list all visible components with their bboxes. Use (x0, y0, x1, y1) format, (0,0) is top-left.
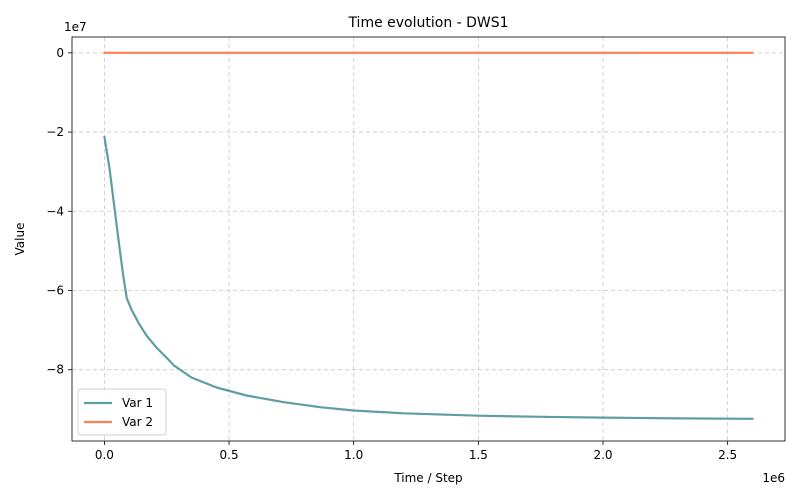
y-tick-label: −8 (46, 363, 64, 377)
y-tick-label: −2 (46, 125, 64, 139)
legend-box (77, 388, 167, 436)
x-tick-label: 0.0 (95, 448, 114, 462)
chart-title: Time evolution - DWS1 (347, 15, 508, 31)
x-axis-label: Time / Step (393, 471, 462, 485)
series-layer (103, 51, 754, 420)
x-tick-label: 1.5 (469, 448, 488, 462)
y-tick-label: −6 (46, 283, 64, 297)
plot-frame (71, 36, 786, 442)
ticks: 0.0 0.5 1.0 1.5 2.0 2.5 0 −2 −4 −6 −8 (46, 46, 737, 462)
grid (72, 37, 785, 441)
x-tick-label: 0.5 (220, 448, 239, 462)
legend-label-var-2: Var 2 (122, 415, 153, 429)
series-line-var-1 (103, 135, 754, 420)
y-axis-label: Value (13, 223, 27, 256)
y-tick-label: 0 (56, 46, 64, 60)
legend: Var 1 Var 2 (77, 388, 167, 436)
x-tick-label: 2.5 (718, 448, 737, 462)
x-axis-offset-label: 1e6 (762, 471, 785, 485)
x-tick-label: 2.0 (593, 448, 612, 462)
x-tick-label: 1.0 (344, 448, 363, 462)
y-axis-offset-label: 1e7 (64, 20, 87, 34)
y-tick-label: −4 (46, 204, 64, 218)
plot-area (72, 37, 785, 441)
legend-label-var-1: Var 1 (122, 396, 153, 410)
